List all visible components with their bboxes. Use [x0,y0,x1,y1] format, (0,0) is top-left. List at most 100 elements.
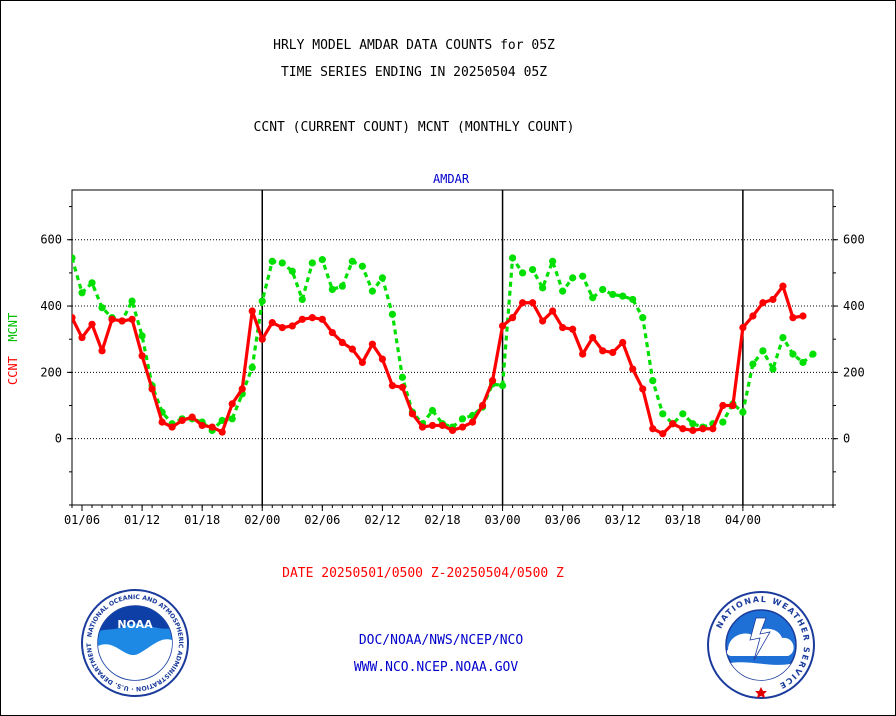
website-link[interactable]: WWW.NCO.NCEP.NOAA.GOV [353,660,519,675]
ccnt-point [248,307,256,315]
ccnt-point [128,315,136,323]
ccnt-point [238,385,246,393]
ccnt-point [709,425,717,433]
ccnt-point [368,340,376,348]
ccnt-point [148,385,156,393]
mcnt-point [599,285,607,294]
mcnt-point [398,373,407,381]
mcnt-point [649,377,657,385]
ccnt-point [639,385,647,393]
x-tick-label: 02/18 [424,513,460,527]
mcnt-point [78,289,86,297]
ccnt-series-line [72,284,804,436]
x-tick-label: 04/00 [725,513,761,527]
ccnt-point [138,352,146,360]
mcnt-point [358,262,366,270]
mcnt-point [288,267,296,275]
ccnt-point [358,358,366,367]
mcnt-point [609,290,617,299]
ccnt-point [438,421,447,430]
ccnt-point [118,317,126,325]
ccnt-point [448,426,457,434]
ccnt-point [298,315,306,323]
mcnt-point [569,274,577,282]
mcnt-point [248,363,256,371]
mcnt-point [579,272,587,280]
mcnt-point [138,332,146,340]
ccnt-point [168,423,176,431]
mcnt-point [268,257,276,265]
ccnt-point [258,335,266,343]
ccnt-point [559,324,567,332]
ccnt-point [769,295,777,304]
mcnt-point [759,347,767,355]
ccnt-point [689,426,697,434]
y-tick-label: 600 [40,233,62,247]
mcnt-point [779,333,787,342]
mcnt-point [298,295,306,304]
ccnt-point [569,325,577,333]
ccnt-point [488,377,497,385]
mcnt-point [98,304,106,312]
mcnt-point [508,254,517,262]
ccnt-point [739,324,747,332]
x-tick-label: 01/18 [184,513,220,527]
mcnt-point [639,314,647,322]
ccnt-point [388,382,397,390]
x-tick-label: 03/12 [605,513,641,527]
mcnt-point [799,358,807,367]
x-tick-label: 01/06 [64,513,100,527]
y-tick-label: 200 [40,365,62,379]
mcnt-point [749,360,757,368]
ccnt-point [408,410,417,418]
mcnt-point [539,284,547,292]
ccnt-point [749,312,757,320]
y-tick-label: 400 [40,299,62,313]
ccnt-point [218,428,226,436]
ccnt-point [428,421,437,430]
ccnt-point [458,423,467,431]
ccnt-point [178,416,186,425]
mcnt-point [228,415,236,423]
ccnt-point [799,312,807,320]
mcnt-point [809,350,817,358]
mcnt-point [559,287,567,295]
ccnt-point [318,315,326,323]
ccnt-point [589,333,597,342]
mcnt-point [789,350,797,358]
ccnt-point [659,430,667,438]
title-line-2: TIME SERIES ENDING IN 20250504 05Z [280,65,548,80]
y-tick-label-right: 400 [843,299,865,313]
mcnt-point [629,295,637,304]
ccnt-point [88,320,96,328]
ccnt-point [549,307,557,315]
mcnt-point [72,254,76,262]
x-tick-label: 03/00 [485,513,521,527]
ccnt-point [498,322,507,330]
date-range: DATE 20250501/0500 Z-20250504/0500 Z [282,566,564,581]
ccnt-point [649,425,657,433]
chart-title: AMDAR [432,172,470,186]
ccnt-point [508,314,517,322]
ccnt-point [268,319,276,327]
mcnt-point [529,265,537,274]
mcnt-point [619,292,627,300]
mcnt-point [368,287,376,295]
mcnt-point [348,257,356,265]
ccnt-point [228,400,236,408]
mcnt-point [518,269,527,277]
mcnt-point [328,285,336,294]
ccnt-point [468,418,477,426]
org-path: DOC/NOAA/NWS/NCEP/NCO [358,633,524,648]
title-line-1: HRLY MODEL AMDAR DATA COUNTS for 05Z [273,38,555,53]
ccnt-point [629,365,637,373]
ccnt-point [328,328,336,337]
ccnt-point [108,315,116,323]
ccnt-point [398,383,407,391]
mcnt-point [739,408,747,416]
ccnt-point [338,338,346,347]
ccnt-point [779,282,787,290]
ccnt-point [529,299,537,307]
ccnt-point [699,425,707,433]
ccnt-point [719,401,727,410]
